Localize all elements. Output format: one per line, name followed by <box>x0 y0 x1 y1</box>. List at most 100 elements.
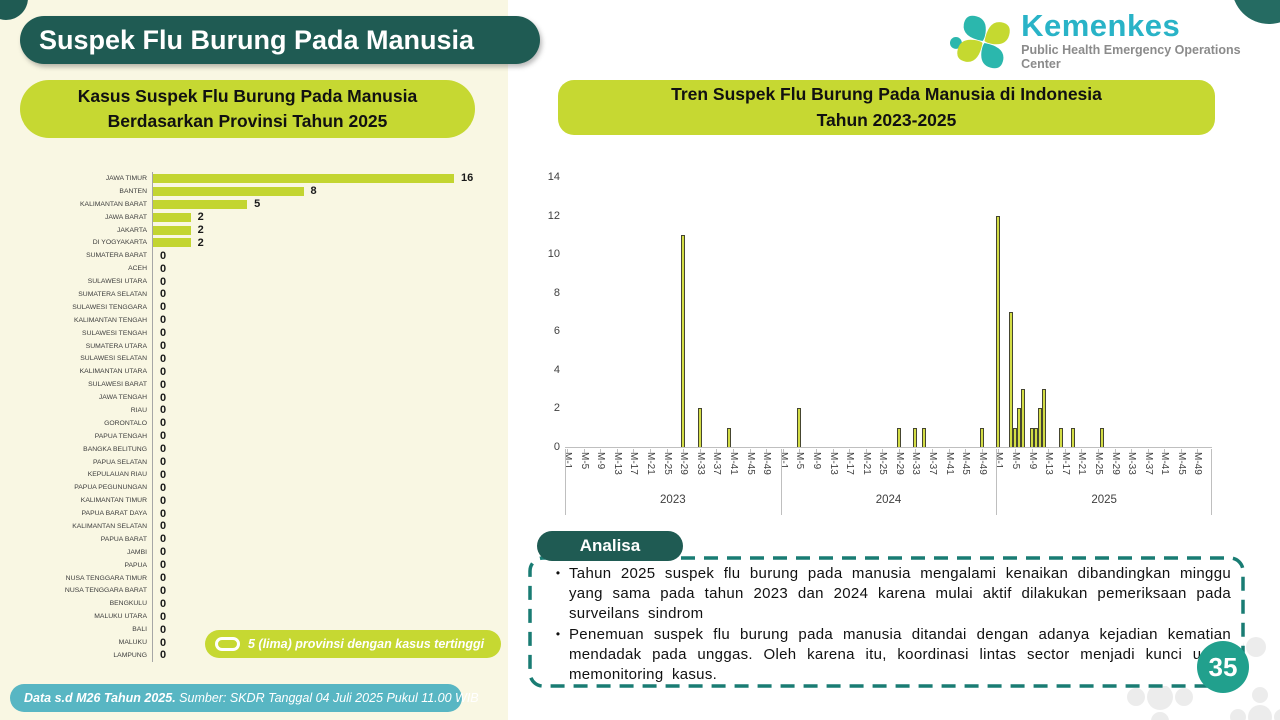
province-value: 0 <box>160 559 167 572</box>
province-value: 0 <box>160 417 167 430</box>
trend-chart-x-axis: M-1 M-5 M-9 M-13 M-17 M-21 M-25 M-29 M-33 M-37 M-4… <box>562 449 1212 517</box>
x-axis-tick-mark <box>583 449 585 453</box>
trend-bar <box>1037 408 1042 447</box>
province-value: 0 <box>160 481 167 494</box>
province-row: PAPUA BARAT DAYA 0 <box>60 507 490 521</box>
province-row: LAMPUNG 0 <box>60 648 490 662</box>
province-value: 0 <box>160 262 167 275</box>
trend-bar <box>797 408 802 447</box>
analysis-bullet-2: • Penemuan suspek flu burung pada manusi… <box>547 625 1231 685</box>
province-value: 0 <box>160 649 167 662</box>
province-row: KALIMANTAN UTARA 0 <box>60 365 490 379</box>
province-bar-zone: 0 <box>152 648 490 662</box>
trend-chart-y-axis: 0 2 4 6 8 10 12 14 <box>528 171 560 453</box>
trend-bar <box>726 427 731 447</box>
province-bar-zone: 0 <box>152 416 490 430</box>
x-axis-tick-label: M-21 <box>645 452 657 475</box>
x-axis-tick-mark <box>998 449 1000 453</box>
province-label: PAPUA TENGAH <box>94 432 147 440</box>
x-axis-tick-mark <box>616 449 618 453</box>
province-row: MALUKU UTARA 0 <box>60 610 490 624</box>
province-bar-zone: 0 <box>152 584 490 598</box>
province-label: KALIMANTAN SELATAN <box>72 522 147 530</box>
province-value: 2 <box>197 211 204 224</box>
province-value: 0 <box>160 507 167 520</box>
province-bar-zone: 0 <box>152 455 490 469</box>
footer-source: Sumber: SKDR Tanggal 04 Juli 2025 Pukul … <box>175 691 479 705</box>
corner-decoration-top-left <box>0 0 28 20</box>
province-label: BANTEN <box>119 187 147 195</box>
analysis-dashed-box <box>528 556 1245 688</box>
x-axis-tick-mark <box>1131 449 1133 453</box>
analysis-bullets: • Tahun 2025 suspek flu burung pada manu… <box>547 564 1231 686</box>
x-axis-tick-label: M-21 <box>1076 452 1088 475</box>
x-axis-tick-label: M-41 <box>1159 452 1171 475</box>
trend-bar <box>1042 389 1047 447</box>
x-axis-tick-mark <box>749 449 751 453</box>
province-label: GORONTALO <box>104 419 147 427</box>
x-axis-tick-mark <box>567 449 569 453</box>
x-axis-tick-mark <box>666 449 668 453</box>
trend-bar <box>1021 389 1026 447</box>
x-axis-tick-label: M-5 <box>578 452 590 470</box>
x-axis-tick-label: M-13 <box>1043 452 1055 475</box>
province-label: SUMATERA SELATAN <box>78 290 147 298</box>
province-row: GORONTALO 0 <box>60 416 490 430</box>
x-axis-tick-mark <box>650 449 652 453</box>
analysis-header: Analisa <box>537 531 683 561</box>
x-axis-tick-label: M-33 <box>910 452 922 475</box>
trend-bar <box>1071 427 1076 447</box>
province-bar <box>153 238 191 248</box>
x-axis-tick-label: M-13 <box>827 452 839 475</box>
x-axis-tick-mark <box>865 449 867 453</box>
province-value: 0 <box>160 249 167 262</box>
province-value: 0 <box>160 494 167 507</box>
analysis-bullet-1: • Tahun 2025 suspek flu burung pada manu… <box>547 564 1231 624</box>
province-bar <box>153 186 304 196</box>
province-value: 0 <box>160 430 167 443</box>
kemenkes-logo-icon <box>950 15 1010 68</box>
page-number-badge: 35 <box>1197 641 1249 693</box>
province-value: 0 <box>160 314 167 327</box>
y-axis-tick-label: 4 <box>553 363 560 376</box>
x-axis-tick-mark <box>948 449 950 453</box>
province-value: 2 <box>197 236 204 249</box>
x-axis-tick-label: M-9 <box>1026 452 1038 470</box>
y-axis-tick-label: 2 <box>553 402 560 415</box>
province-row: JAMBI 0 <box>60 545 490 559</box>
province-label: JAWA TENGAH <box>98 394 147 402</box>
province-bar-zone: 0 <box>152 597 490 611</box>
province-row: PAPUA SELATAN 0 <box>60 455 490 469</box>
x-axis-tick-mark <box>782 449 784 453</box>
province-row: BENGKULU 0 <box>60 597 490 611</box>
province-bar-zone: 2 <box>152 210 490 224</box>
x-axis-tick-label: M-41 <box>943 452 955 475</box>
province-value: 0 <box>160 288 167 301</box>
province-bar-zone: 16 <box>152 172 490 185</box>
province-label: JAWA BARAT <box>104 213 147 221</box>
province-bar-zone: 0 <box>152 532 490 546</box>
province-value: 0 <box>160 546 167 559</box>
province-bar-zone: 0 <box>152 262 490 276</box>
x-axis-tick-label: M-9 <box>810 452 822 470</box>
province-row: SULAWESI TENGAH 0 <box>60 326 490 340</box>
x-axis-tick-mark <box>732 449 734 453</box>
province-row: PAPUA TENGAH 0 <box>60 429 490 443</box>
province-row: SULAWESI TENGGARA 0 <box>60 300 490 314</box>
x-axis-tick-label: M-25 <box>661 452 673 475</box>
province-label: KALIMANTAN BARAT <box>80 200 147 208</box>
x-axis-tick-label: M-49 <box>761 452 773 475</box>
x-axis-tick-mark <box>1031 449 1033 453</box>
year-separator-line <box>1211 449 1212 515</box>
x-axis-tick-label: M-9 <box>595 452 607 470</box>
trend-bar <box>1033 427 1038 447</box>
province-value: 0 <box>160 636 167 649</box>
data-source-footer: Data s.d M26 Tahun 2025. Sumber: SKDR Ta… <box>10 684 479 712</box>
province-bar-zone: 0 <box>152 507 490 521</box>
x-axis-tick-mark <box>1048 449 1050 453</box>
province-value: 0 <box>160 597 167 610</box>
x-axis-tick-label: M-17 <box>844 452 856 475</box>
x-axis-tick-mark <box>1081 449 1083 453</box>
province-label: PAPUA BARAT <box>100 535 147 543</box>
